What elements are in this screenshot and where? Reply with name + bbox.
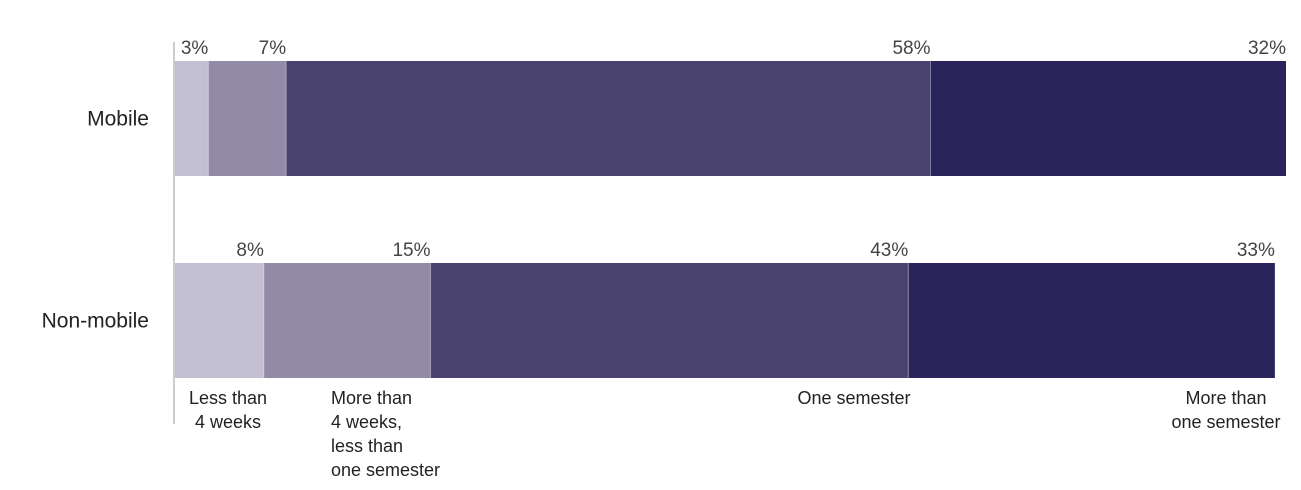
value-label: 33%: [1237, 240, 1275, 261]
value-label: 43%: [870, 240, 908, 261]
value-label: 15%: [392, 240, 430, 261]
legend-label: More than one semester: [1171, 388, 1280, 432]
bar-segment: [430, 263, 909, 378]
bar-segment: [908, 263, 1275, 378]
bar-segment: [286, 61, 931, 176]
bar-segment: [263, 263, 431, 378]
legend-label: Less than 4 weeks: [189, 388, 267, 432]
bar-segment: [175, 263, 264, 378]
value-label: 7%: [259, 38, 287, 59]
value-label: 8%: [236, 240, 264, 261]
bar-segment: [175, 61, 209, 176]
bar-segment: [930, 61, 1286, 176]
legend: Less than 4 weeks More than 4 weeks, less th…: [189, 388, 1281, 480]
legend-label: One semester: [797, 388, 910, 408]
legend-label: More than 4 weeks, less than one semester: [331, 388, 440, 480]
category-label: Mobile: [87, 108, 149, 131]
value-label: 32%: [1248, 38, 1286, 59]
bar-segment: [208, 61, 287, 176]
value-labels: 3% 7% 58% 32% 8% 15% 43% 33%: [181, 38, 1286, 261]
bar-segments: [175, 61, 1286, 378]
category-labels: Mobile Non-mobile: [42, 108, 149, 333]
value-label: 3%: [181, 38, 209, 59]
category-label: Non-mobile: [42, 310, 149, 333]
value-label: 58%: [892, 38, 930, 59]
